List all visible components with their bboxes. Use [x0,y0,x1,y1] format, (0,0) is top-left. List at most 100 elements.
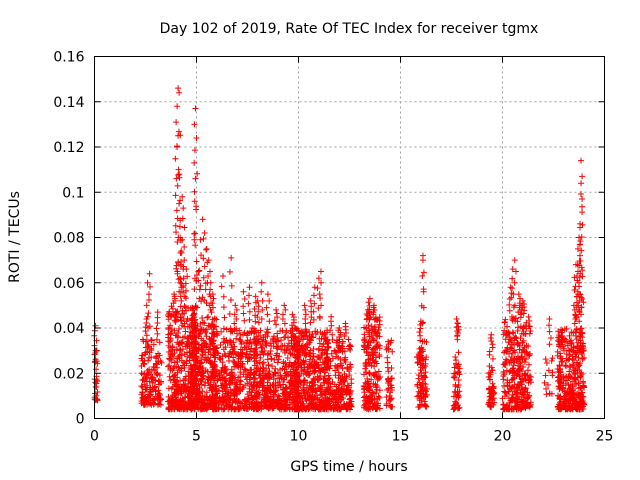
data-point [156,397,163,404]
data-point [155,387,162,394]
data-point [178,263,185,270]
data-point [300,381,307,388]
data-point [146,366,153,373]
data-point [208,309,215,316]
data-point [194,304,201,311]
data-point [156,390,163,397]
data-point [299,385,306,392]
data-point [309,363,316,370]
data-point [485,385,492,392]
data-point [281,302,288,309]
data-point [258,288,265,295]
data-point [257,354,264,361]
data-point [337,404,344,411]
data-point [308,362,315,369]
data-point [310,401,317,408]
data-point [314,353,321,360]
data-point [157,396,164,403]
data-point [168,385,175,392]
data-point [192,339,199,346]
data-point [510,405,517,412]
data-point [422,402,429,409]
data-point [254,339,261,346]
data-point [506,307,513,314]
data-point [171,399,178,406]
data-point [343,373,350,380]
data-point [542,356,549,363]
data-point [218,283,225,290]
data-point [325,344,332,351]
data-point [231,348,238,355]
data-point [557,404,564,411]
data-point [371,350,378,357]
data-point [302,327,309,334]
data-point [502,347,509,354]
data-point [368,393,375,400]
data-point [264,333,271,340]
data-point [193,272,200,279]
data-point [207,286,214,293]
data-point [207,279,214,286]
data-point [508,341,515,348]
data-point [333,396,340,403]
data-point [573,293,580,300]
data-point [454,333,461,340]
data-point [157,358,164,365]
data-point [506,301,513,308]
data-point [526,392,533,399]
data-point [317,384,324,391]
data-point [577,252,584,259]
data-point [210,304,217,311]
data-point [578,311,585,318]
data-point [198,252,205,259]
data-point [512,334,519,341]
data-point [416,329,423,336]
data-point [142,344,149,351]
data-point [290,314,297,321]
data-point [571,320,578,327]
data-point [145,310,152,317]
data-point [173,207,180,214]
data-point [138,383,145,390]
data-point [179,395,186,402]
data-point [542,372,549,379]
data-point [559,358,566,365]
data-point [282,306,289,313]
data-point [179,236,186,243]
data-point [143,332,150,339]
data-point [291,374,298,381]
data-point [342,323,349,330]
data-point [451,370,458,377]
data-point [221,375,228,382]
data-point [572,401,579,408]
data-point [248,340,255,347]
data-point [312,381,319,388]
data-point [334,339,341,346]
data-point [145,296,152,303]
data-point [191,147,198,154]
data-point [372,324,379,331]
data-point [295,360,302,367]
x-axis-label: GPS time / hours [290,459,407,475]
data-point [544,381,551,388]
data-point [546,328,553,335]
data-point [175,166,182,173]
data-point [388,403,395,410]
data-point [417,321,424,328]
data-point [179,362,186,369]
data-point [200,255,207,262]
data-point [171,406,178,413]
data-point [580,378,587,385]
data-point [346,384,353,391]
data-point [324,379,331,386]
data-point [275,392,282,399]
data-point [181,244,188,251]
data-point [311,300,318,307]
data-point [139,394,146,401]
data-point [510,394,517,401]
data-point [374,396,381,403]
data-point [486,351,493,358]
data-point [510,330,517,337]
data-point [230,346,237,353]
data-point [199,365,206,372]
